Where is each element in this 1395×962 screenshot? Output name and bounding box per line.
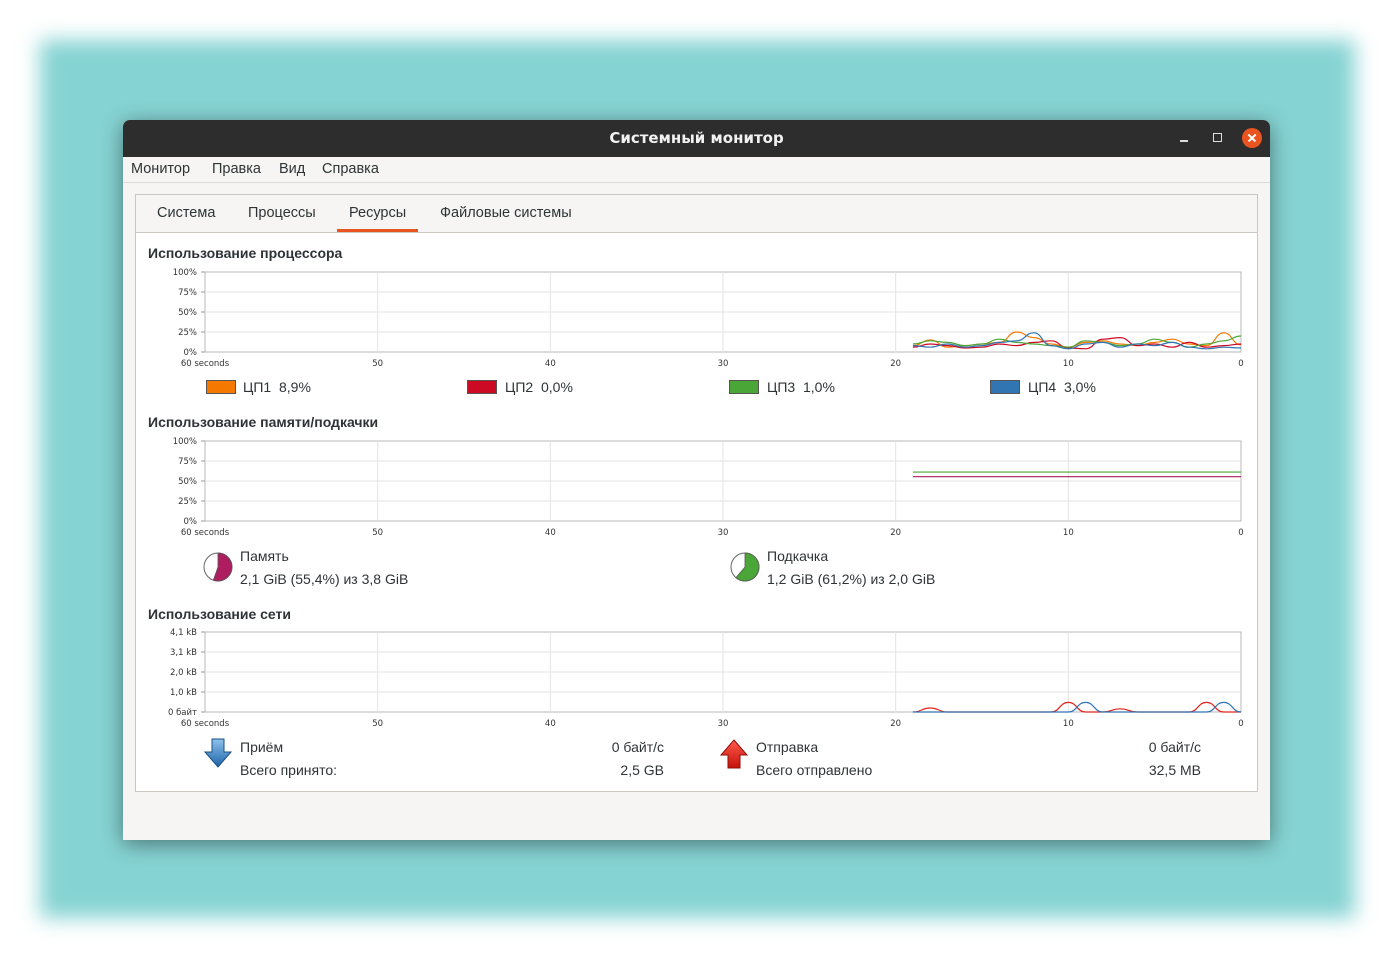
swap-pie-icon[interactable] xyxy=(729,551,761,583)
tab-resources[interactable]: Ресурсы xyxy=(337,195,419,232)
tab-bar: Система Процессы Ресурсы Файловые систем… xyxy=(136,195,1257,233)
network-section-title: Использование сети xyxy=(148,606,291,622)
cpu-x-tick-label: 40 xyxy=(545,359,556,369)
cpu-x-tick-label: 30 xyxy=(718,359,729,369)
cpu1-color-swatch[interactable] xyxy=(206,380,236,394)
network-x-tick-label: 0 xyxy=(1238,719,1243,729)
network-x-tick-label: 20 xyxy=(890,719,901,729)
memory-pie-icon[interactable] xyxy=(202,551,234,583)
send-total: 32,5 MB xyxy=(1148,762,1201,778)
window-title: Системный монитор xyxy=(609,129,784,147)
receive-total-label: Всего принято: xyxy=(240,762,338,778)
cpu-x-tick-label: 10 xyxy=(1063,359,1074,369)
network-y-tick-label: 4,1 kB xyxy=(170,628,197,638)
cpu-x-tick-label: 60 seconds xyxy=(181,359,230,369)
resources-panel: Система Процессы Ресурсы Файловые систем… xyxy=(135,194,1258,792)
memory-x-tick-label: 0 xyxy=(1238,528,1243,538)
receive-total: 2,5 GB xyxy=(620,762,664,778)
memory-y-tick-label: 0% xyxy=(184,517,198,527)
network-y-tick-label: 0 байт xyxy=(168,708,197,718)
network-x-tick-label: 10 xyxy=(1063,719,1074,729)
cpu4-line xyxy=(912,332,1242,350)
minimize-button[interactable] xyxy=(1174,128,1194,148)
send-arrow-icon[interactable] xyxy=(719,738,749,770)
receive-label: Приём xyxy=(240,739,284,755)
cpu2-color-swatch[interactable] xyxy=(467,380,497,394)
tab-processes[interactable]: Процессы xyxy=(248,205,316,221)
network-x-tick-label: 50 xyxy=(372,719,383,729)
send-label: Отправка xyxy=(756,739,819,755)
receive-arrow-icon[interactable] xyxy=(203,738,233,770)
menu-bar: Монитор Правка Вид Справка xyxy=(123,157,1270,183)
memory-section-title: Использование памяти/подкачки xyxy=(148,414,379,430)
cpu2-line xyxy=(912,336,1242,350)
memory-x-tick-label: 30 xyxy=(718,528,729,538)
cpu-y-tick-label: 50% xyxy=(178,308,197,318)
memory-y-tick-label: 50% xyxy=(178,477,197,487)
network-x-tick-label: 60 seconds xyxy=(181,719,230,729)
cpu-history-graph: 100% 75% 50% 25% 0%60 seconds 50 40 30 20 10 0 xyxy=(173,268,1244,369)
cpu4-color-swatch[interactable] xyxy=(990,380,1020,394)
title-bar[interactable]: Системный монитор xyxy=(123,120,1270,157)
memory-x-tick-label: 40 xyxy=(545,528,556,538)
cpu3-legend: ЦП3 1,0% xyxy=(767,379,835,395)
memory-x-tick-label: 60 seconds xyxy=(181,528,230,538)
cpu-y-tick-label: 0% xyxy=(184,348,198,358)
tab-file-systems[interactable]: Файловые системы xyxy=(440,205,572,221)
cpu2-legend: ЦП2 0,0% xyxy=(505,379,573,395)
maximize-button[interactable] xyxy=(1208,128,1228,148)
tab-system[interactable]: Система xyxy=(157,205,216,221)
cpu-x-tick-label: 20 xyxy=(890,359,901,369)
menu-view[interactable]: Вид xyxy=(279,161,306,177)
receive-line xyxy=(912,701,1242,713)
network-y-tick-label: 3,1 kB xyxy=(170,648,197,658)
cpu3-color-swatch[interactable] xyxy=(729,380,759,394)
cpu-y-tick-label: 25% xyxy=(178,328,197,338)
cpu-y-tick-label: 100% xyxy=(173,268,197,278)
cpu-section-title: Использование процессора xyxy=(148,245,343,261)
receive-rate: 0 байт/с xyxy=(611,739,664,755)
cpu-x-tick-label: 0 xyxy=(1238,359,1243,369)
memory-history-graph: 100% 75% 50% 25% 0%60 seconds 50 40 30 20 10 0 xyxy=(173,437,1244,538)
cpu4-legend: ЦП4 3,0% xyxy=(1028,379,1096,395)
send-rate: 0 байт/с xyxy=(1148,739,1201,755)
network-x-tick-label: 40 xyxy=(545,719,556,729)
memory-x-tick-label: 50 xyxy=(372,528,383,538)
cpu-x-tick-label: 50 xyxy=(372,359,383,369)
send-total-label: Всего отправлено xyxy=(756,762,873,778)
network-y-tick-label: 1,0 kB xyxy=(170,688,197,698)
memory-x-tick-label: 20 xyxy=(890,528,901,538)
menu-monitor[interactable]: Монитор xyxy=(131,161,191,177)
swap-label: Подкачка xyxy=(767,548,829,564)
memory-x-tick-label: 10 xyxy=(1063,528,1074,538)
cpu1-legend: ЦП1 8,9% xyxy=(243,379,311,395)
memory-y-tick-label: 25% xyxy=(178,497,197,507)
close-button[interactable] xyxy=(1242,128,1262,148)
system-monitor-window: Системный монитор Монитор Правка Вид Спр… xyxy=(123,120,1270,840)
swap-detail: 1,2 GiB (61,2%) из 2,0 GiB xyxy=(767,571,936,587)
memory-detail: 2,1 GiB (55,4%) из 3,8 GiB xyxy=(240,571,409,587)
menu-edit[interactable]: Правка xyxy=(212,161,261,177)
memory-y-tick-label: 100% xyxy=(173,437,197,447)
network-x-tick-label: 30 xyxy=(718,719,729,729)
menu-help[interactable]: Справка xyxy=(322,161,379,177)
memory-label: Память xyxy=(240,548,289,564)
cpu-y-tick-label: 75% xyxy=(178,288,197,298)
network-y-tick-label: 2,0 kB xyxy=(170,668,197,678)
memory-y-tick-label: 75% xyxy=(178,457,197,467)
